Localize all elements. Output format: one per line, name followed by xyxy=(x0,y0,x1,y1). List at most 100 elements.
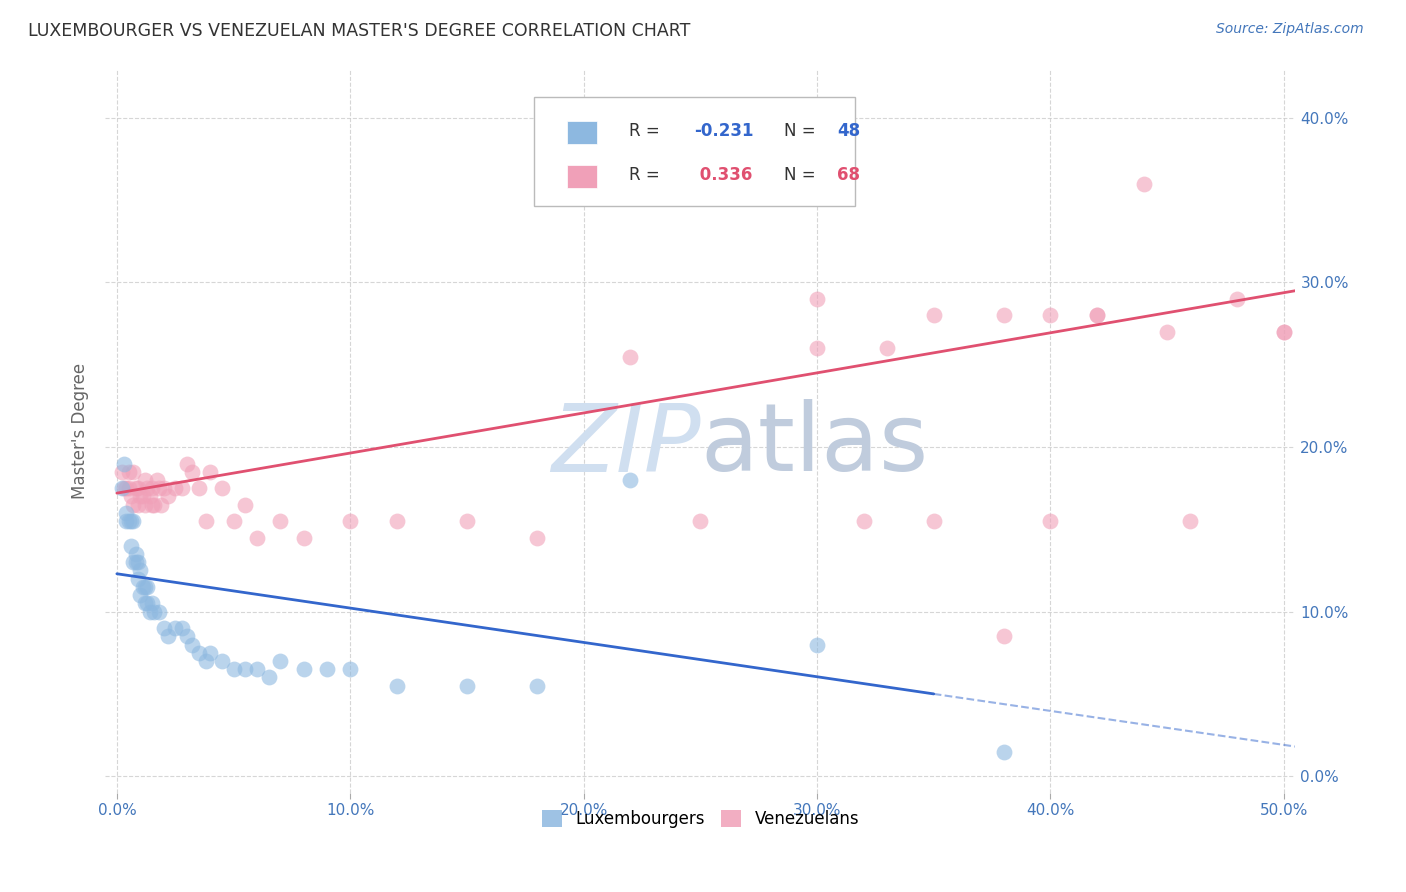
Point xyxy=(526,531,548,545)
Point xyxy=(131,580,153,594)
Text: ZIP: ZIP xyxy=(551,400,700,491)
Point xyxy=(176,629,198,643)
Point xyxy=(165,621,187,635)
Point xyxy=(172,481,194,495)
Point xyxy=(222,662,245,676)
Point xyxy=(115,506,138,520)
Point xyxy=(136,596,159,610)
Point xyxy=(572,161,595,175)
Point xyxy=(120,539,142,553)
Point xyxy=(339,662,361,676)
Point xyxy=(1272,325,1295,339)
Point xyxy=(148,605,170,619)
Point xyxy=(233,662,256,676)
Point xyxy=(134,596,156,610)
Point xyxy=(385,679,408,693)
Point xyxy=(619,473,641,487)
Point xyxy=(1226,292,1249,306)
Point xyxy=(222,514,245,528)
Point xyxy=(1389,629,1406,643)
Point xyxy=(129,588,152,602)
Point xyxy=(1039,309,1062,323)
Point xyxy=(138,490,160,504)
Point xyxy=(180,465,202,479)
Point xyxy=(187,646,209,660)
Point xyxy=(993,745,1015,759)
Point xyxy=(134,473,156,487)
Text: R =: R = xyxy=(628,122,665,140)
Point xyxy=(852,514,875,528)
Point xyxy=(292,531,315,545)
Point xyxy=(922,514,945,528)
Point xyxy=(157,490,180,504)
Point xyxy=(115,481,138,495)
Y-axis label: Master's Degree: Master's Degree xyxy=(72,362,89,499)
Point xyxy=(120,514,142,528)
Point xyxy=(143,605,166,619)
Point xyxy=(110,481,132,495)
Point xyxy=(806,341,828,355)
Point xyxy=(1085,309,1108,323)
Point xyxy=(526,679,548,693)
Point xyxy=(269,514,291,528)
Point xyxy=(124,481,146,495)
Point xyxy=(194,654,217,668)
Point xyxy=(141,498,163,512)
Point xyxy=(122,498,145,512)
Point xyxy=(922,309,945,323)
Point xyxy=(233,498,256,512)
Point xyxy=(339,514,361,528)
Text: atlas: atlas xyxy=(700,399,928,491)
Point xyxy=(246,531,269,545)
Point xyxy=(292,662,315,676)
Point xyxy=(1039,514,1062,528)
Point xyxy=(152,621,174,635)
Point xyxy=(1156,325,1178,339)
Point xyxy=(136,481,159,495)
Point xyxy=(138,605,160,619)
Point xyxy=(136,580,159,594)
Point xyxy=(134,580,156,594)
Text: -0.231: -0.231 xyxy=(695,122,754,140)
Point xyxy=(145,473,167,487)
Point xyxy=(122,465,145,479)
Point xyxy=(124,547,146,561)
Point xyxy=(157,629,180,643)
Point xyxy=(1132,177,1154,191)
Point xyxy=(117,481,139,495)
Point xyxy=(180,638,202,652)
Text: 48: 48 xyxy=(837,122,860,140)
Point xyxy=(122,514,145,528)
Point xyxy=(316,662,339,676)
Point xyxy=(194,514,217,528)
Point xyxy=(456,679,478,693)
Point xyxy=(152,481,174,495)
Point xyxy=(110,465,132,479)
Point xyxy=(129,564,152,578)
Point xyxy=(112,481,135,495)
FancyBboxPatch shape xyxy=(534,97,855,206)
Point xyxy=(127,481,149,495)
FancyBboxPatch shape xyxy=(567,165,596,188)
Point xyxy=(112,457,135,471)
Text: N =: N = xyxy=(783,122,821,140)
Point xyxy=(806,638,828,652)
FancyBboxPatch shape xyxy=(567,121,596,145)
Point xyxy=(211,481,233,495)
Text: 0.336: 0.336 xyxy=(695,166,752,185)
Point xyxy=(115,514,138,528)
Text: 68: 68 xyxy=(837,166,860,185)
Point xyxy=(124,555,146,569)
Point xyxy=(876,341,898,355)
Point xyxy=(187,481,209,495)
Point xyxy=(200,646,222,660)
Text: N =: N = xyxy=(783,166,821,185)
Point xyxy=(117,465,139,479)
Point xyxy=(619,350,641,364)
Point xyxy=(1085,309,1108,323)
Point xyxy=(141,596,163,610)
Point xyxy=(200,465,222,479)
Point xyxy=(806,292,828,306)
Point xyxy=(127,572,149,586)
Point xyxy=(689,514,711,528)
